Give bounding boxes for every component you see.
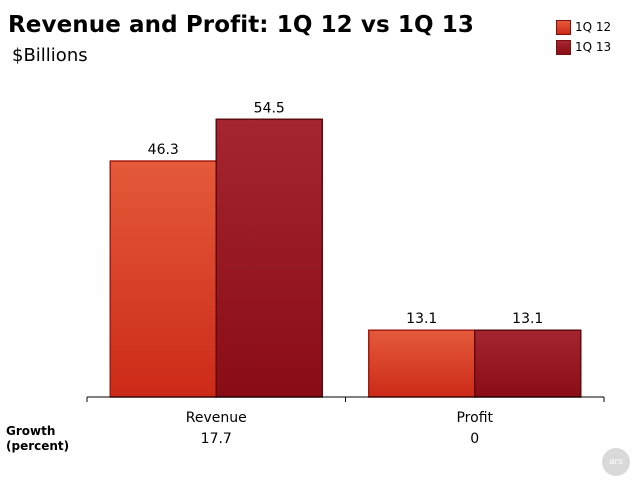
legend-label-series-2: 1Q 13 <box>575 40 612 54</box>
legend-item-series-1: 1Q 12 <box>556 17 611 37</box>
growth-value-profit: 0 <box>470 431 479 447</box>
data-label-profit-series-2: 13.1 <box>512 311 543 327</box>
category-label-profit: Profit <box>456 410 493 426</box>
bar-profit-series-1 <box>368 329 476 398</box>
category-label-revenue: Revenue <box>186 410 247 426</box>
growth-label-line-1: Growth <box>6 424 56 438</box>
legend-item-series-2: 1Q 13 <box>556 37 611 57</box>
chart-title: Revenue and Profit: 1Q 12 vs 1Q 13 <box>8 12 474 38</box>
growth-value-revenue: 17.7 <box>201 431 232 447</box>
data-label-profit-series-1: 13.1 <box>406 311 437 327</box>
bar-revenue-series-2 <box>215 118 323 398</box>
ars-watermark-logo: ars <box>602 448 630 476</box>
chart-subtitle: $Billions <box>12 45 88 66</box>
legend-swatch-series-1 <box>556 19 571 35</box>
data-label-revenue-series-1: 46.3 <box>148 142 179 158</box>
bar-revenue-series-1 <box>109 160 217 398</box>
legend-label-series-1: 1Q 12 <box>575 20 612 34</box>
bar-profit-series-2 <box>474 329 582 398</box>
legend-swatch-series-2 <box>556 39 571 55</box>
growth-label-line-2: (percent) <box>6 439 70 453</box>
data-label-revenue-series-2: 54.5 <box>254 100 285 116</box>
growth-row-label: Growth (percent) <box>6 424 69 454</box>
legend: 1Q 12 1Q 13 <box>556 17 611 57</box>
